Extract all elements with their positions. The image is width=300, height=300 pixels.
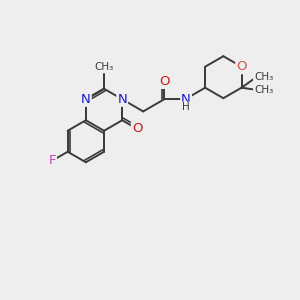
- Text: CH₃: CH₃: [254, 72, 273, 82]
- Text: CH₃: CH₃: [94, 62, 114, 72]
- Text: N: N: [81, 93, 91, 106]
- Text: F: F: [48, 154, 56, 167]
- Text: CH₃: CH₃: [254, 85, 273, 95]
- Text: O: O: [132, 122, 142, 135]
- Text: O: O: [159, 75, 169, 88]
- Text: H: H: [182, 102, 190, 112]
- Text: N: N: [117, 93, 127, 106]
- Text: N: N: [181, 93, 191, 106]
- Text: O: O: [236, 60, 247, 73]
